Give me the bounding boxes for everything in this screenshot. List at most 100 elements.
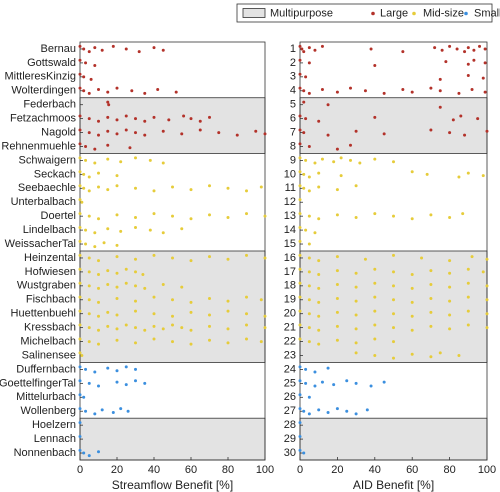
data-point — [429, 213, 433, 217]
data-point — [302, 89, 306, 93]
data-point — [320, 44, 324, 48]
data-point — [87, 189, 91, 193]
data-point — [78, 114, 82, 118]
data-point — [226, 309, 230, 313]
data-point — [354, 129, 358, 133]
data-point — [298, 239, 302, 243]
data-point — [87, 454, 91, 458]
data-point — [134, 270, 137, 274]
data-point — [106, 90, 110, 94]
data-point — [365, 408, 369, 412]
data-point — [161, 48, 165, 52]
data-point — [259, 185, 263, 189]
y-tick-label: Hoelzern — [32, 419, 76, 431]
y-tick-label: Gottswald — [27, 57, 76, 69]
data-point — [335, 255, 339, 259]
data-point — [298, 295, 302, 299]
data-point — [97, 119, 100, 123]
data-point — [298, 365, 302, 369]
y-tick-label: 26 — [284, 391, 296, 403]
data-point — [134, 299, 137, 303]
data-point — [84, 242, 88, 246]
data-point — [429, 283, 433, 287]
data-point — [134, 367, 137, 371]
data-point — [141, 273, 145, 276]
data-point — [97, 328, 100, 332]
data-point — [152, 253, 156, 257]
data-point — [148, 228, 152, 232]
data-point — [298, 128, 302, 132]
data-point — [208, 338, 211, 342]
data-point — [410, 170, 414, 174]
data-point — [93, 231, 97, 235]
data-point — [335, 269, 339, 273]
data-point — [78, 184, 82, 188]
data-point — [373, 281, 377, 285]
data-point — [392, 312, 395, 316]
data-point — [93, 412, 97, 416]
y-tick-label: 25 — [284, 377, 296, 389]
data-point — [302, 451, 306, 455]
data-point — [461, 212, 465, 216]
data-point — [78, 226, 82, 229]
data-point — [485, 312, 489, 316]
data-point — [307, 312, 311, 316]
data-point — [97, 217, 100, 221]
data-point — [97, 259, 100, 263]
data-point — [208, 313, 211, 317]
data-point — [463, 50, 467, 54]
data-point — [143, 133, 147, 137]
data-point — [317, 286, 321, 290]
data-point — [382, 380, 386, 384]
data-point — [115, 271, 119, 275]
data-point — [410, 90, 414, 94]
data-point — [93, 46, 97, 50]
data-point — [466, 62, 470, 66]
data-point — [134, 215, 137, 219]
data-point — [124, 267, 128, 271]
data-point — [307, 145, 311, 148]
data-point — [180, 285, 184, 289]
y-tick-label: 17 — [284, 266, 296, 278]
data-point — [263, 314, 267, 318]
x-tick-label: 40 — [369, 464, 381, 476]
data-point — [476, 117, 480, 121]
data-point — [97, 286, 100, 290]
data-point — [472, 48, 476, 52]
data-point — [466, 309, 470, 313]
data-point — [438, 89, 442, 93]
data-point — [373, 354, 377, 357]
data-point — [298, 72, 302, 76]
data-point — [82, 89, 86, 93]
data-point — [100, 408, 104, 412]
data-point — [348, 86, 352, 90]
data-point — [115, 285, 119, 289]
data-point — [78, 212, 82, 216]
data-point — [433, 46, 437, 50]
data-point — [208, 296, 211, 300]
x-tick-label: 20 — [331, 464, 343, 476]
y-tick-label: 1 — [290, 43, 296, 55]
y-tick-label: WeissacherTal — [5, 238, 76, 250]
data-point — [111, 44, 115, 48]
data-point — [189, 259, 193, 263]
data-point — [87, 117, 91, 121]
data-point — [84, 409, 88, 413]
y-tick-label: 5 — [290, 99, 296, 111]
data-point — [245, 295, 248, 299]
data-point — [134, 379, 137, 383]
data-point — [171, 314, 174, 318]
data-point — [472, 58, 476, 62]
data-point — [317, 171, 321, 175]
data-point — [89, 77, 93, 81]
data-point — [115, 184, 119, 188]
data-point — [354, 313, 358, 317]
data-point — [106, 310, 110, 314]
data-point — [161, 327, 165, 331]
data-point — [106, 269, 110, 273]
data-point — [320, 157, 324, 161]
data-point — [298, 212, 302, 216]
legend-label: Large — [380, 7, 408, 19]
data-point — [410, 328, 414, 332]
data-point — [304, 158, 308, 162]
